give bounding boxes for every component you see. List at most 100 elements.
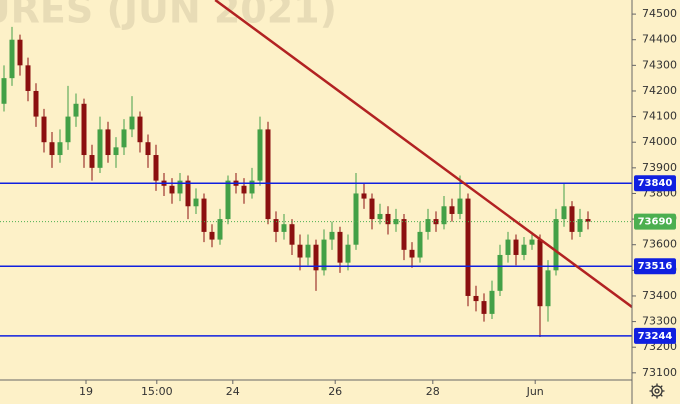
candle-body (409, 249, 415, 258)
candle-body (281, 224, 287, 232)
candle-body (145, 142, 151, 156)
candle-body (577, 219, 583, 232)
y-tick-label: 74400 (642, 33, 677, 46)
candle-body (529, 239, 535, 245)
settings-icon[interactable] (649, 383, 665, 399)
y-tick-label: 74300 (642, 58, 677, 71)
candle-body (353, 193, 359, 245)
last-price-label: 73690 (638, 217, 673, 228)
y-tick-label: 73300 (642, 315, 677, 328)
last-price-box (634, 213, 676, 230)
candle-body (153, 155, 159, 181)
candle-body (569, 206, 575, 232)
candle-body (337, 231, 343, 263)
candle-body (209, 231, 215, 240)
candle-body (257, 129, 263, 181)
x-tick-label: 28 (426, 385, 440, 398)
candle-body (129, 116, 135, 130)
candle-body (33, 90, 39, 117)
candle-body (49, 142, 55, 156)
candle-body (521, 244, 527, 255)
candle-body (313, 244, 319, 271)
candle-body (97, 129, 103, 168)
candle-body (137, 116, 143, 143)
candle-body (249, 180, 255, 194)
level-box (634, 327, 676, 344)
candle-body (217, 219, 223, 240)
candle-body (489, 290, 495, 314)
candle-body (497, 254, 503, 291)
candle-body (41, 116, 47, 143)
candle-body (57, 142, 63, 156)
candle-body (201, 198, 207, 232)
x-tick-label: 24 (226, 385, 240, 398)
candle-body (289, 224, 295, 245)
candle-body (377, 213, 383, 220)
candle-body (369, 198, 375, 220)
y-tick-label: 74200 (642, 84, 677, 97)
candle-body (185, 180, 191, 207)
candle-body (441, 206, 447, 225)
candle-body (329, 231, 335, 240)
candle-body (545, 270, 551, 307)
x-tick-label: 26 (328, 385, 342, 398)
candle-body (553, 219, 559, 271)
candle-body (345, 244, 351, 263)
y-tick-label: 74100 (642, 110, 677, 123)
candle-body (425, 219, 431, 232)
watermark: URES (JUN 2021) (0, 0, 337, 32)
candle-body (89, 155, 95, 168)
candle-body (385, 213, 391, 225)
candle-body (105, 129, 111, 156)
x-tick-label: 15:00 (141, 385, 173, 398)
y-tick-label: 74500 (642, 7, 677, 20)
candle-body (265, 129, 271, 220)
trend-line (214, 0, 632, 308)
y-tick-label: 73900 (642, 161, 677, 174)
y-tick-label: 73400 (642, 289, 677, 302)
candle-body (81, 103, 87, 156)
candle-body (169, 185, 175, 194)
candle-body (17, 39, 23, 66)
candle-body (273, 219, 279, 232)
candle-body (537, 239, 543, 307)
y-tick-label: 73100 (642, 366, 677, 379)
candle-body (401, 219, 407, 250)
candle-body (585, 219, 591, 222)
candle-body (513, 239, 519, 255)
candle-body (361, 193, 367, 199)
plot-area (0, 0, 632, 337)
candle-body (457, 198, 463, 214)
candle-body (25, 65, 31, 91)
x-tick-label: Jun (526, 385, 544, 398)
level-label: 73516 (638, 261, 673, 272)
candle-body (193, 198, 199, 207)
candle-body (241, 185, 247, 194)
level-box (634, 258, 676, 275)
candle-body (473, 295, 479, 302)
candle-body (505, 239, 511, 255)
candle-body (121, 129, 127, 148)
axes: 7310073200733007340073500736007370073800… (79, 7, 677, 398)
candle-body (561, 206, 567, 220)
candle-body (65, 116, 71, 143)
candle-body (297, 244, 303, 258)
x-tick-label: 19 (79, 385, 93, 398)
candle-body (73, 103, 79, 117)
candle-body (481, 301, 487, 314)
candle-body (1, 78, 7, 104)
candle-body (113, 147, 119, 156)
level-label: 73244 (638, 331, 673, 342)
candle-body (321, 239, 327, 271)
level-label: 73840 (638, 178, 673, 189)
candle-body (9, 39, 15, 79)
candle-body (465, 198, 471, 296)
candle-body (177, 180, 183, 194)
y-tick-label: 73600 (642, 238, 677, 251)
candle-body (449, 206, 455, 214)
level-box (634, 175, 676, 192)
candle-body (417, 231, 423, 258)
candle-body (225, 180, 231, 220)
